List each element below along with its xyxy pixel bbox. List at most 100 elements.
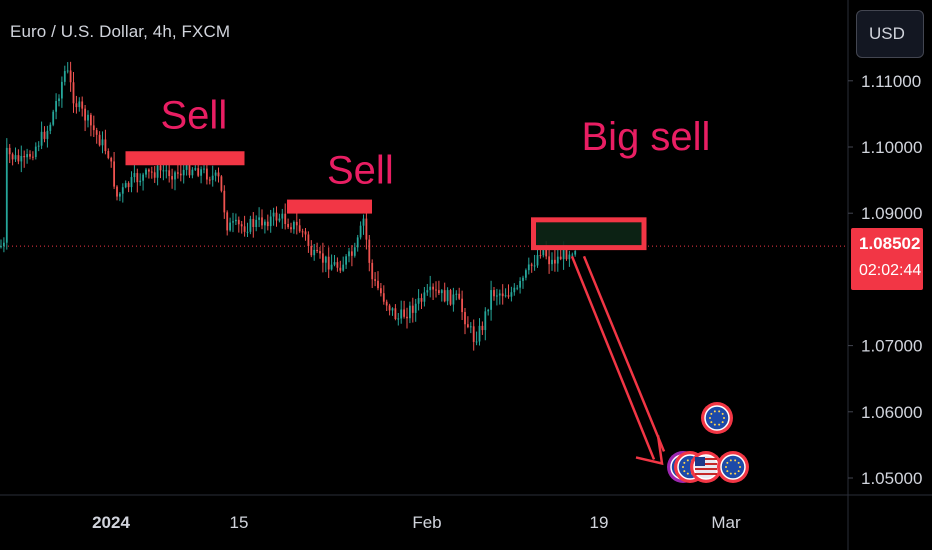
candle [365,212,368,250]
candle [226,210,229,236]
candle [443,282,446,303]
candle [435,281,437,298]
candle-body [90,114,92,126]
candle-body [243,226,246,232]
candle-body [411,305,414,313]
candle-body [333,262,336,265]
candle [530,262,533,273]
economic-events[interactable] [667,402,749,483]
candle [232,212,234,233]
candle [179,164,182,182]
candle [324,255,327,273]
candle-body [403,309,405,317]
candle-body [461,298,463,313]
event-icon-us[interactable] [690,451,722,483]
candle-body [472,326,475,342]
candle-body [226,212,229,231]
candle [8,144,11,164]
plot-area[interactable]: Sell Sell Big sell [0,61,848,483]
candle [124,180,127,189]
candle [208,176,211,185]
candle [301,228,304,238]
candle [104,129,107,155]
candle [391,307,394,316]
eu-star [686,472,689,475]
candle [0,239,2,249]
candle-body [29,154,31,157]
candle [478,318,481,346]
currency-button[interactable]: USD [856,10,924,58]
candle-body [440,290,443,294]
eu-star [726,461,729,464]
candle [438,280,440,296]
sell-zone-2[interactable] [287,199,372,214]
symbol-title[interactable]: Euro / U.S. Dollar, 4h, FXCM [10,22,231,41]
eu-star [737,470,740,473]
last-price-label: 1.08502 [859,234,921,253]
candle [95,127,98,144]
candle-body [432,286,434,290]
candle-body [55,101,57,112]
arrow-shaft-left [570,255,656,460]
candle-body [293,221,295,230]
candle [493,286,495,301]
eu-star [713,423,716,426]
candle-body [159,165,162,171]
candle [29,150,31,160]
candle-body [295,221,298,226]
time-axis[interactable]: 2024 15 Feb 19 Mar [92,513,741,532]
candle-body [554,259,556,264]
candle [255,215,258,232]
eu-star [737,461,740,464]
candle-body [394,308,397,319]
candle-body [5,147,8,243]
candle-body [182,169,185,176]
candle-body [145,169,147,175]
candle-body [211,175,214,180]
candle-body [174,172,176,180]
sell-label-1: Sell [161,93,228,137]
candle [484,307,487,341]
candle-body [266,221,269,227]
candle [498,289,501,305]
candle-body [162,170,165,172]
eu-star [682,466,684,468]
sell-label-2: Sell [327,149,394,193]
candle-body [382,293,385,302]
candle-body [220,176,223,191]
candle-body [417,298,420,304]
candle [446,287,449,306]
candle [237,216,240,233]
event-icon-eu-top[interactable] [701,402,733,434]
us-flag-stripe [695,468,717,470]
candle [211,165,214,187]
candle-body [406,316,408,319]
price-axis[interactable]: 1.11000 1.10000 1.09000 1.07000 1.06000 1.050… [848,72,922,488]
candle [371,259,374,289]
candle [536,247,539,268]
candle-body [562,248,565,260]
candle-body [75,103,78,108]
candle [133,164,136,183]
candle [116,185,118,201]
candle-body [400,309,403,319]
sell-zone-1[interactable] [125,151,245,166]
candle [533,254,536,271]
candle-body [298,225,301,232]
candle-body [359,225,362,238]
candle [200,166,202,184]
candle-body [475,341,478,343]
candle [136,168,139,193]
candle-body [348,251,350,257]
big-sell-zone[interactable] [531,217,647,251]
candle [400,300,403,324]
candle-body [568,254,571,260]
event-icon-eu-3[interactable] [717,451,749,483]
candle-body [374,279,376,281]
candle-body [380,288,382,294]
projection-arrow[interactable] [570,255,666,466]
candle [26,148,28,164]
candle-body [397,318,400,320]
candle [504,288,507,298]
